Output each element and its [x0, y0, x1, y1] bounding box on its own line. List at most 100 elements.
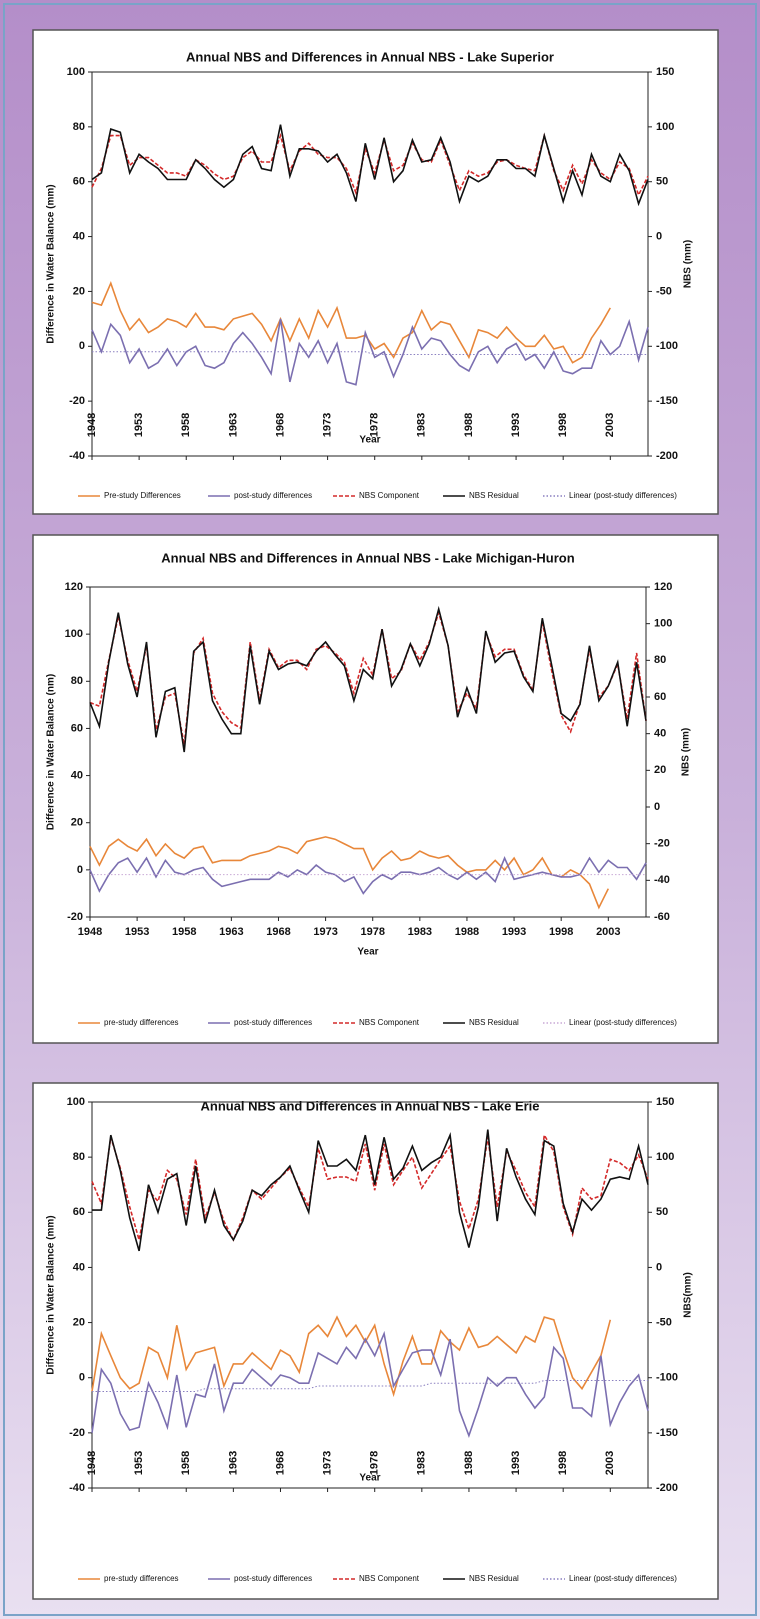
y2-axis-label: NBS (mm) [681, 728, 692, 776]
y2-tick-label: 80 [654, 654, 666, 666]
y2-tick-label: -200 [656, 450, 678, 462]
x-tick-label: 2003 [596, 926, 620, 938]
y2-tick-label: -20 [654, 838, 670, 850]
legend-label: post-study differences [234, 1018, 312, 1027]
y-tick-label: 0 [79, 1372, 85, 1384]
y2-tick-label: -50 [656, 1316, 672, 1328]
y-tick-label: -20 [69, 395, 85, 407]
y-tick-label: 40 [73, 1261, 85, 1273]
legend-label: Pre-study Differences [104, 491, 181, 500]
y2-tick-label: 0 [654, 801, 660, 813]
x-tick-label: 1948 [86, 1451, 98, 1475]
y2-tick-label: 50 [656, 176, 668, 188]
x-axis-label: Year [359, 435, 380, 446]
series-line [91, 1330, 649, 1438]
x-tick-label: 1968 [266, 926, 290, 938]
legend-label: pre-study differences [104, 1018, 179, 1027]
x-tick-label: 1993 [510, 413, 522, 437]
y-tick-label: 80 [71, 675, 83, 687]
y-axis-label: Difference in Water Balance (nm) [46, 674, 57, 830]
legend-label: NBS Component [359, 1018, 420, 1027]
plot-area [91, 1101, 649, 1489]
y-tick-label: 40 [71, 769, 83, 781]
x-axis-label: Year [359, 1473, 380, 1484]
x-tick-label: 1963 [227, 1451, 239, 1475]
x-tick-label: 1963 [219, 926, 243, 938]
legend-label: NBS Residual [469, 491, 519, 500]
legend-label: NBS Component [359, 1574, 420, 1583]
y2-tick-label: 60 [654, 691, 666, 703]
panel [32, 29, 719, 515]
x-tick-label: 1953 [125, 926, 149, 938]
y-tick-label: 20 [73, 1316, 85, 1328]
x-tick-label: 1998 [549, 926, 573, 938]
y-tick-label: -20 [69, 1427, 85, 1439]
legend-label: NBS Residual [469, 1574, 519, 1583]
y2-tick-label: -200 [656, 1482, 678, 1494]
series-line [91, 280, 611, 364]
x-tick-label: 1953 [133, 1451, 145, 1475]
x-tick-label: 1988 [463, 1451, 475, 1475]
x-tick-label: 1973 [313, 926, 337, 938]
y2-tick-label: -100 [656, 1372, 678, 1384]
x-tick-label: 1983 [408, 926, 432, 938]
legend-label: NBS Component [359, 491, 420, 500]
y2-tick-label: -60 [654, 911, 670, 923]
y2-tick-label: -50 [656, 285, 672, 297]
y2-tick-label: 0 [656, 230, 662, 242]
x-tick-label: 1963 [227, 413, 239, 437]
y-axis-label: Difference in Water Balance (mm) [46, 184, 57, 343]
series-line [91, 318, 649, 386]
panel [32, 534, 719, 1044]
plot-area [91, 71, 649, 457]
legend-label: pre-study differences [104, 1574, 179, 1583]
y-tick-label: 80 [73, 121, 85, 133]
x-tick-label: 1978 [360, 926, 384, 938]
y2-tick-label: -40 [654, 874, 670, 886]
y2-tick-label: 100 [656, 121, 674, 133]
y2-tick-label: 120 [654, 581, 672, 593]
x-tick-label: 2003 [604, 1451, 616, 1475]
series-line [89, 605, 647, 753]
x-tick-label: 1958 [180, 413, 192, 437]
y-tick-label: 100 [67, 1096, 85, 1108]
x-tick-label: 1953 [133, 413, 145, 437]
x-tick-label: 1978 [369, 413, 381, 437]
x-tick-label: 1993 [510, 1451, 522, 1475]
series-line [91, 1315, 612, 1398]
x-tick-label: 1973 [321, 413, 333, 437]
y-tick-label: 0 [77, 864, 83, 876]
x-tick-label: 1998 [557, 1451, 569, 1475]
y-tick-label: 120 [65, 581, 83, 593]
y-tick-label: 20 [71, 817, 83, 829]
y-tick-label: 40 [73, 230, 85, 242]
chart-title: Annual NBS and Differences in Annual NBS… [161, 550, 574, 565]
chart-title: Annual NBS and Differences in Annual NBS… [186, 49, 554, 64]
series-line [91, 124, 649, 207]
y2-tick-label: -150 [656, 1427, 678, 1439]
x-tick-label: 1988 [455, 926, 479, 938]
panel [32, 1082, 719, 1600]
y2-tick-label: 100 [656, 1151, 674, 1163]
y-tick-label: -40 [69, 450, 85, 462]
x-tick-label: 1948 [86, 413, 98, 437]
y2-tick-label: 100 [654, 618, 672, 630]
x-tick-label: 1968 [274, 1451, 286, 1475]
legend-label: Linear (post-study differences) [569, 1574, 677, 1583]
x-axis-label: Year [357, 947, 378, 958]
chart-title: Annual NBS and Differences in Annual NBS… [200, 1098, 539, 1113]
y-tick-label: 100 [65, 628, 83, 640]
x-tick-label: 1948 [78, 926, 102, 938]
x-tick-label: 1958 [172, 926, 196, 938]
x-tick-label: 1968 [274, 413, 286, 437]
y2-axis-label: NBS (mm) [683, 240, 694, 288]
y-tick-label: 60 [71, 722, 83, 734]
y-tick-label: 100 [67, 66, 85, 78]
x-tick-label: 1998 [557, 413, 569, 437]
x-tick-label: 1983 [416, 1451, 428, 1475]
x-tick-label: 1958 [180, 1451, 192, 1475]
y2-tick-label: 20 [654, 764, 666, 776]
x-tick-label: 1973 [321, 1451, 333, 1475]
